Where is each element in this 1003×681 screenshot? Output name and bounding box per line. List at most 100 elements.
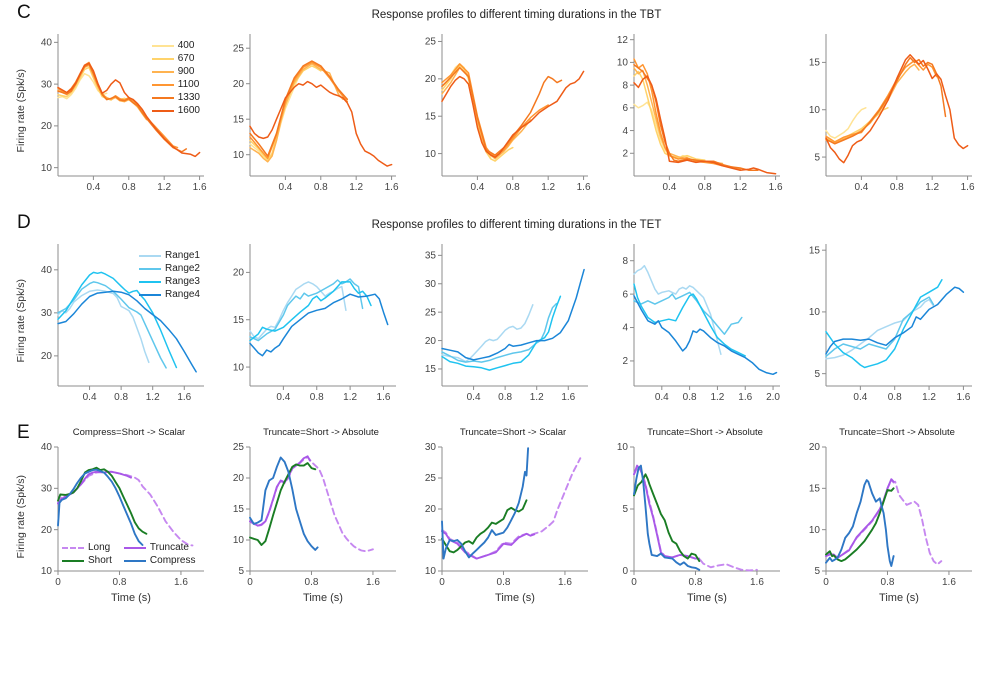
subplot-c5: 5 10 15 0.4 0.8 1.2 1.6 bbox=[796, 26, 978, 196]
x-tick-label: 0.8 bbox=[310, 392, 324, 403]
legend-item-670: 670 bbox=[151, 53, 200, 65]
series-range4 bbox=[249, 293, 389, 357]
y-tick-label: 35 bbox=[425, 251, 437, 262]
y-tick-label: 20 bbox=[425, 504, 437, 515]
series-670 bbox=[633, 70, 706, 161]
line-swatch-icon bbox=[138, 281, 161, 283]
series-range3 bbox=[249, 281, 372, 342]
y-tick-label: 20 bbox=[233, 268, 245, 279]
y-tick-label: 5 bbox=[814, 152, 820, 163]
line-swatch-icon bbox=[138, 268, 161, 270]
x-tick-label: 0.8 bbox=[114, 392, 128, 403]
y-tick-label: 25 bbox=[425, 307, 437, 318]
y-tick-label: 10 bbox=[41, 566, 53, 577]
series-1600 bbox=[249, 80, 393, 167]
legend-label: 1100 bbox=[177, 79, 200, 90]
row-title-tet: Response profiles to different timing du… bbox=[371, 219, 662, 231]
y-tick-label: 20 bbox=[233, 79, 245, 90]
y-axis-label: Firing rate (Spk/s) bbox=[14, 426, 28, 607]
y-tick-label: 15 bbox=[233, 504, 245, 515]
x-tick-label: 1.2 bbox=[146, 392, 160, 403]
x-tick-label: 0.4 bbox=[662, 182, 676, 193]
series-range3 bbox=[57, 271, 178, 369]
x-tick-label: 1.2 bbox=[733, 182, 747, 193]
y-tick-label: 25 bbox=[425, 37, 437, 48]
subplot-d1: Firing rate (Spk/s) 20 30 40 0.4 0.8 1.2 1.6 Ran… bbox=[14, 236, 210, 406]
legend-label: Range1 bbox=[164, 250, 200, 261]
series-1330 bbox=[249, 60, 349, 157]
x-tick-label: 0 bbox=[55, 577, 61, 588]
x-tick-label: 0.8 bbox=[506, 182, 520, 193]
plot-canvas: 0 5 10 0 0.8 1.6 bbox=[617, 442, 780, 588]
y-tick-label: 20 bbox=[41, 525, 53, 536]
legend-label: Range3 bbox=[164, 276, 200, 287]
subplot-body: Truncate=Short -> Absolute 5 10 15 20 25 0 0.8 1… bbox=[220, 426, 402, 607]
legend: 400 670 900 1100 1330 1600 bbox=[151, 40, 200, 117]
plot-canvas: 20 30 40 0.4 0.8 1.2 1.6 bbox=[41, 244, 204, 403]
y-tick-label: 20 bbox=[41, 351, 53, 362]
x-tick-label: 1.6 bbox=[769, 182, 783, 193]
y-tick-label: 20 bbox=[809, 442, 821, 453]
x-tick-label: 1.6 bbox=[177, 392, 191, 403]
y-tick-label: 20 bbox=[425, 336, 437, 347]
subplot-c4: 2 4 6 8 10 12 0.4 0.8 1.2 1.6 bbox=[604, 26, 786, 196]
legend-label: Short bbox=[88, 555, 112, 566]
y-tick-label: 15 bbox=[425, 535, 437, 546]
series-range1 bbox=[825, 298, 935, 360]
series-range3 bbox=[825, 279, 943, 369]
y-tick-label: 15 bbox=[809, 58, 821, 69]
plot-canvas: 10 20 30 40 0.4 0.8 1.2 1.6 bbox=[41, 34, 207, 193]
y-tick-label: 0 bbox=[622, 566, 628, 577]
subplot-e5: Truncate=Short -> Absolute 5 10 15 20 0 0.8 1.6… bbox=[796, 426, 978, 607]
x-tick-label: 1.6 bbox=[561, 392, 575, 403]
y-tick-label: 10 bbox=[617, 58, 629, 69]
subplot-body: Truncate=Short -> Absolute 0 5 10 0 0.8 1.6 Tim… bbox=[604, 426, 786, 607]
y-tick-label: 15 bbox=[809, 245, 821, 256]
plot-canvas: 5 10 15 0.4 0.8 1.2 1.6 bbox=[809, 34, 975, 193]
y-tick-label: 40 bbox=[41, 38, 53, 49]
x-tick-label: 0 bbox=[439, 577, 445, 588]
subplot-e4: Truncate=Short -> Absolute 0 5 10 0 0.8 1.6 Tim… bbox=[604, 426, 786, 607]
subplots-row-d: Firing rate (Spk/s) 20 30 40 0.4 0.8 1.2 1.6 Ran… bbox=[0, 236, 1003, 406]
legend-item-1330: 1330 bbox=[151, 92, 200, 104]
x-tick-label: 1.6 bbox=[577, 182, 591, 193]
x-tick-label: 0.8 bbox=[314, 182, 328, 193]
series-400 bbox=[825, 107, 867, 139]
plot-canvas: 2 4 6 8 0.4 0.8 1.2 1.6 2.0 bbox=[622, 244, 780, 403]
line-swatch-icon bbox=[151, 97, 174, 99]
series-range1 bbox=[57, 289, 150, 364]
y-tick-label: 30 bbox=[41, 79, 53, 90]
x-tick-label: 0 bbox=[247, 577, 253, 588]
x-axis-label: Time (s) bbox=[687, 592, 727, 604]
y-tick-label: 4 bbox=[622, 126, 628, 137]
x-tick-label: 0.8 bbox=[122, 182, 136, 193]
x-tick-label: 0.8 bbox=[113, 577, 127, 588]
legend-label: 670 bbox=[177, 53, 195, 64]
x-tick-label: 0.8 bbox=[888, 392, 902, 403]
x-tick-label: 1.2 bbox=[349, 182, 363, 193]
series-short bbox=[249, 462, 317, 546]
line-swatch-icon bbox=[151, 84, 174, 86]
y-tick-label: 5 bbox=[622, 504, 628, 515]
legend-label: 1330 bbox=[177, 92, 200, 103]
line-swatch-icon bbox=[62, 560, 84, 562]
x-tick-label: 1.2 bbox=[710, 392, 724, 403]
legend-label: 400 bbox=[177, 40, 195, 51]
x-tick-label: 0.8 bbox=[881, 577, 895, 588]
series-range3 bbox=[633, 283, 746, 357]
series-900 bbox=[825, 63, 920, 144]
series-1600 bbox=[441, 70, 585, 159]
y-tick-label: 5 bbox=[814, 566, 820, 577]
legend-item-range4: Range4 bbox=[138, 289, 200, 301]
series-range1 bbox=[441, 304, 534, 363]
x-tick-label: 1.6 bbox=[942, 577, 956, 588]
subplot-title: Truncate=Short -> Absolute bbox=[839, 427, 955, 438]
legend-label: 1600 bbox=[177, 105, 200, 116]
line-swatch-icon bbox=[138, 255, 161, 257]
legend-item-compress: Compress bbox=[123, 555, 195, 567]
x-axis-label: Time (s) bbox=[495, 592, 535, 604]
x-tick-label: 0.8 bbox=[498, 392, 512, 403]
x-tick-label: 1.6 bbox=[558, 577, 572, 588]
plot-canvas: 10 15 20 25 0.4 0.8 1.2 1.6 bbox=[233, 34, 399, 193]
y-axis-label: Firing rate (Spk/s) bbox=[14, 236, 28, 406]
